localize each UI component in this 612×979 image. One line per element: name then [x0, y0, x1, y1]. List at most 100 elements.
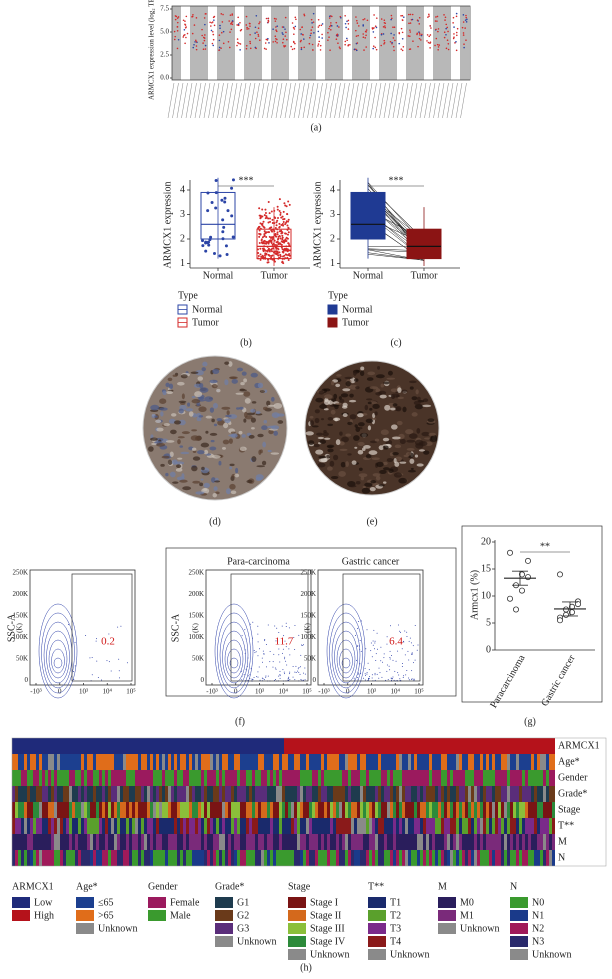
sample-dot [466, 21, 468, 23]
tissue-texture [366, 454, 372, 458]
heatmap-cell [144, 818, 147, 834]
event-dot [374, 648, 375, 649]
contour [47, 631, 70, 683]
category-tick [425, 83, 431, 118]
tissue-texture [412, 396, 418, 400]
tissue-texture [213, 493, 217, 497]
sample-dot [329, 49, 331, 51]
legend-label: Unknown [390, 949, 429, 960]
heatmap-cell [51, 818, 54, 834]
heatmap-cell [474, 834, 477, 850]
event-dot [387, 636, 388, 637]
heatmap-cell [456, 770, 459, 786]
heatmap-cell [315, 834, 318, 850]
heatmap-cell [306, 786, 309, 802]
event-dot [389, 666, 390, 667]
tissue-texture [416, 389, 419, 394]
heatmap-cell [180, 802, 183, 818]
heatmap-cell [75, 786, 78, 802]
tissue-texture [358, 427, 363, 429]
heatmap-cell [393, 850, 396, 866]
heatmap-cell [510, 818, 513, 834]
heatmap-cell [267, 754, 270, 770]
heatmap-cell [219, 850, 222, 866]
heatmap-cell [207, 786, 210, 802]
heatmap-cell [387, 850, 390, 866]
heatmap-cell [465, 770, 468, 786]
heatmap-cell [378, 802, 381, 818]
heatmap-cell [339, 818, 342, 834]
category-tick [249, 83, 255, 118]
tissue-texture [213, 486, 217, 491]
sample-dot [457, 28, 459, 30]
tissue-texture [181, 374, 188, 378]
legend-swatch [328, 305, 337, 314]
event-dot [284, 673, 285, 674]
sample-dot [221, 237, 224, 240]
legend-swatch [328, 318, 337, 327]
heatmap-cell [291, 834, 294, 850]
event-dot [415, 660, 416, 661]
heatmap-cell [231, 770, 234, 786]
event-dot [371, 642, 372, 643]
heatmap-cell [261, 834, 264, 850]
heatmap-cell [114, 818, 117, 834]
tissue-texture [160, 411, 163, 416]
heatmap-cell [303, 786, 306, 802]
heatmap-cell [171, 754, 174, 770]
sample-dot [209, 22, 211, 24]
event-dot [280, 675, 281, 676]
heatmap-cell [363, 850, 366, 866]
heatmap-cell [513, 834, 516, 850]
event-dot [377, 649, 378, 650]
heatmap-cell [504, 834, 507, 850]
category-tick [438, 83, 444, 118]
gate-percentage: 0.2 [101, 636, 115, 648]
heatmap-cell [51, 770, 54, 786]
tissue-texture [370, 487, 376, 491]
heatmap-cell [405, 850, 408, 866]
tissue-texture [319, 440, 326, 444]
heatmap-cell [33, 786, 36, 802]
event-dot [98, 677, 99, 678]
heatmap-cell [123, 802, 126, 818]
track-name: Stage [558, 804, 581, 815]
sample-dot [465, 39, 467, 41]
heatmap-cell [186, 770, 189, 786]
heatmap-cell [516, 770, 519, 786]
heatmap-cell [399, 770, 402, 786]
event-dot [106, 660, 107, 661]
heatmap-cell [420, 850, 423, 866]
heatmap-cell [402, 770, 405, 786]
sample-dot [290, 46, 292, 48]
x-tick-label: -10³ [206, 688, 217, 696]
heatmap-cell [333, 834, 336, 850]
heatmap-cell [246, 770, 249, 786]
heatmap-cell [315, 802, 318, 818]
sample-dot [301, 26, 303, 28]
event-dot [404, 630, 405, 631]
heatmap-cell [291, 818, 294, 834]
sample-dot [281, 247, 283, 249]
event-dot [411, 642, 412, 643]
sample-dot [277, 206, 279, 208]
heatmap-cell [339, 786, 342, 802]
heatmap-cell [417, 754, 420, 770]
event-dot [375, 674, 376, 675]
event-dot [411, 679, 412, 680]
sample-dot [261, 223, 263, 225]
heatmap-cell [153, 834, 156, 850]
heatmap-cell [249, 786, 252, 802]
heatmap-cell [171, 850, 174, 866]
tissue-texture [341, 462, 346, 468]
heatmap-cell [279, 802, 282, 818]
heatmap-cell [135, 802, 138, 818]
heatmap-cell [360, 834, 363, 850]
x-tick-label: Tumor [261, 270, 289, 281]
heatmap-cell [474, 770, 477, 786]
sample-dot [362, 19, 364, 21]
heatmap-cell [372, 850, 375, 866]
tissue-texture [261, 425, 267, 430]
sample-dot [375, 25, 377, 27]
tissue-texture [228, 434, 236, 436]
